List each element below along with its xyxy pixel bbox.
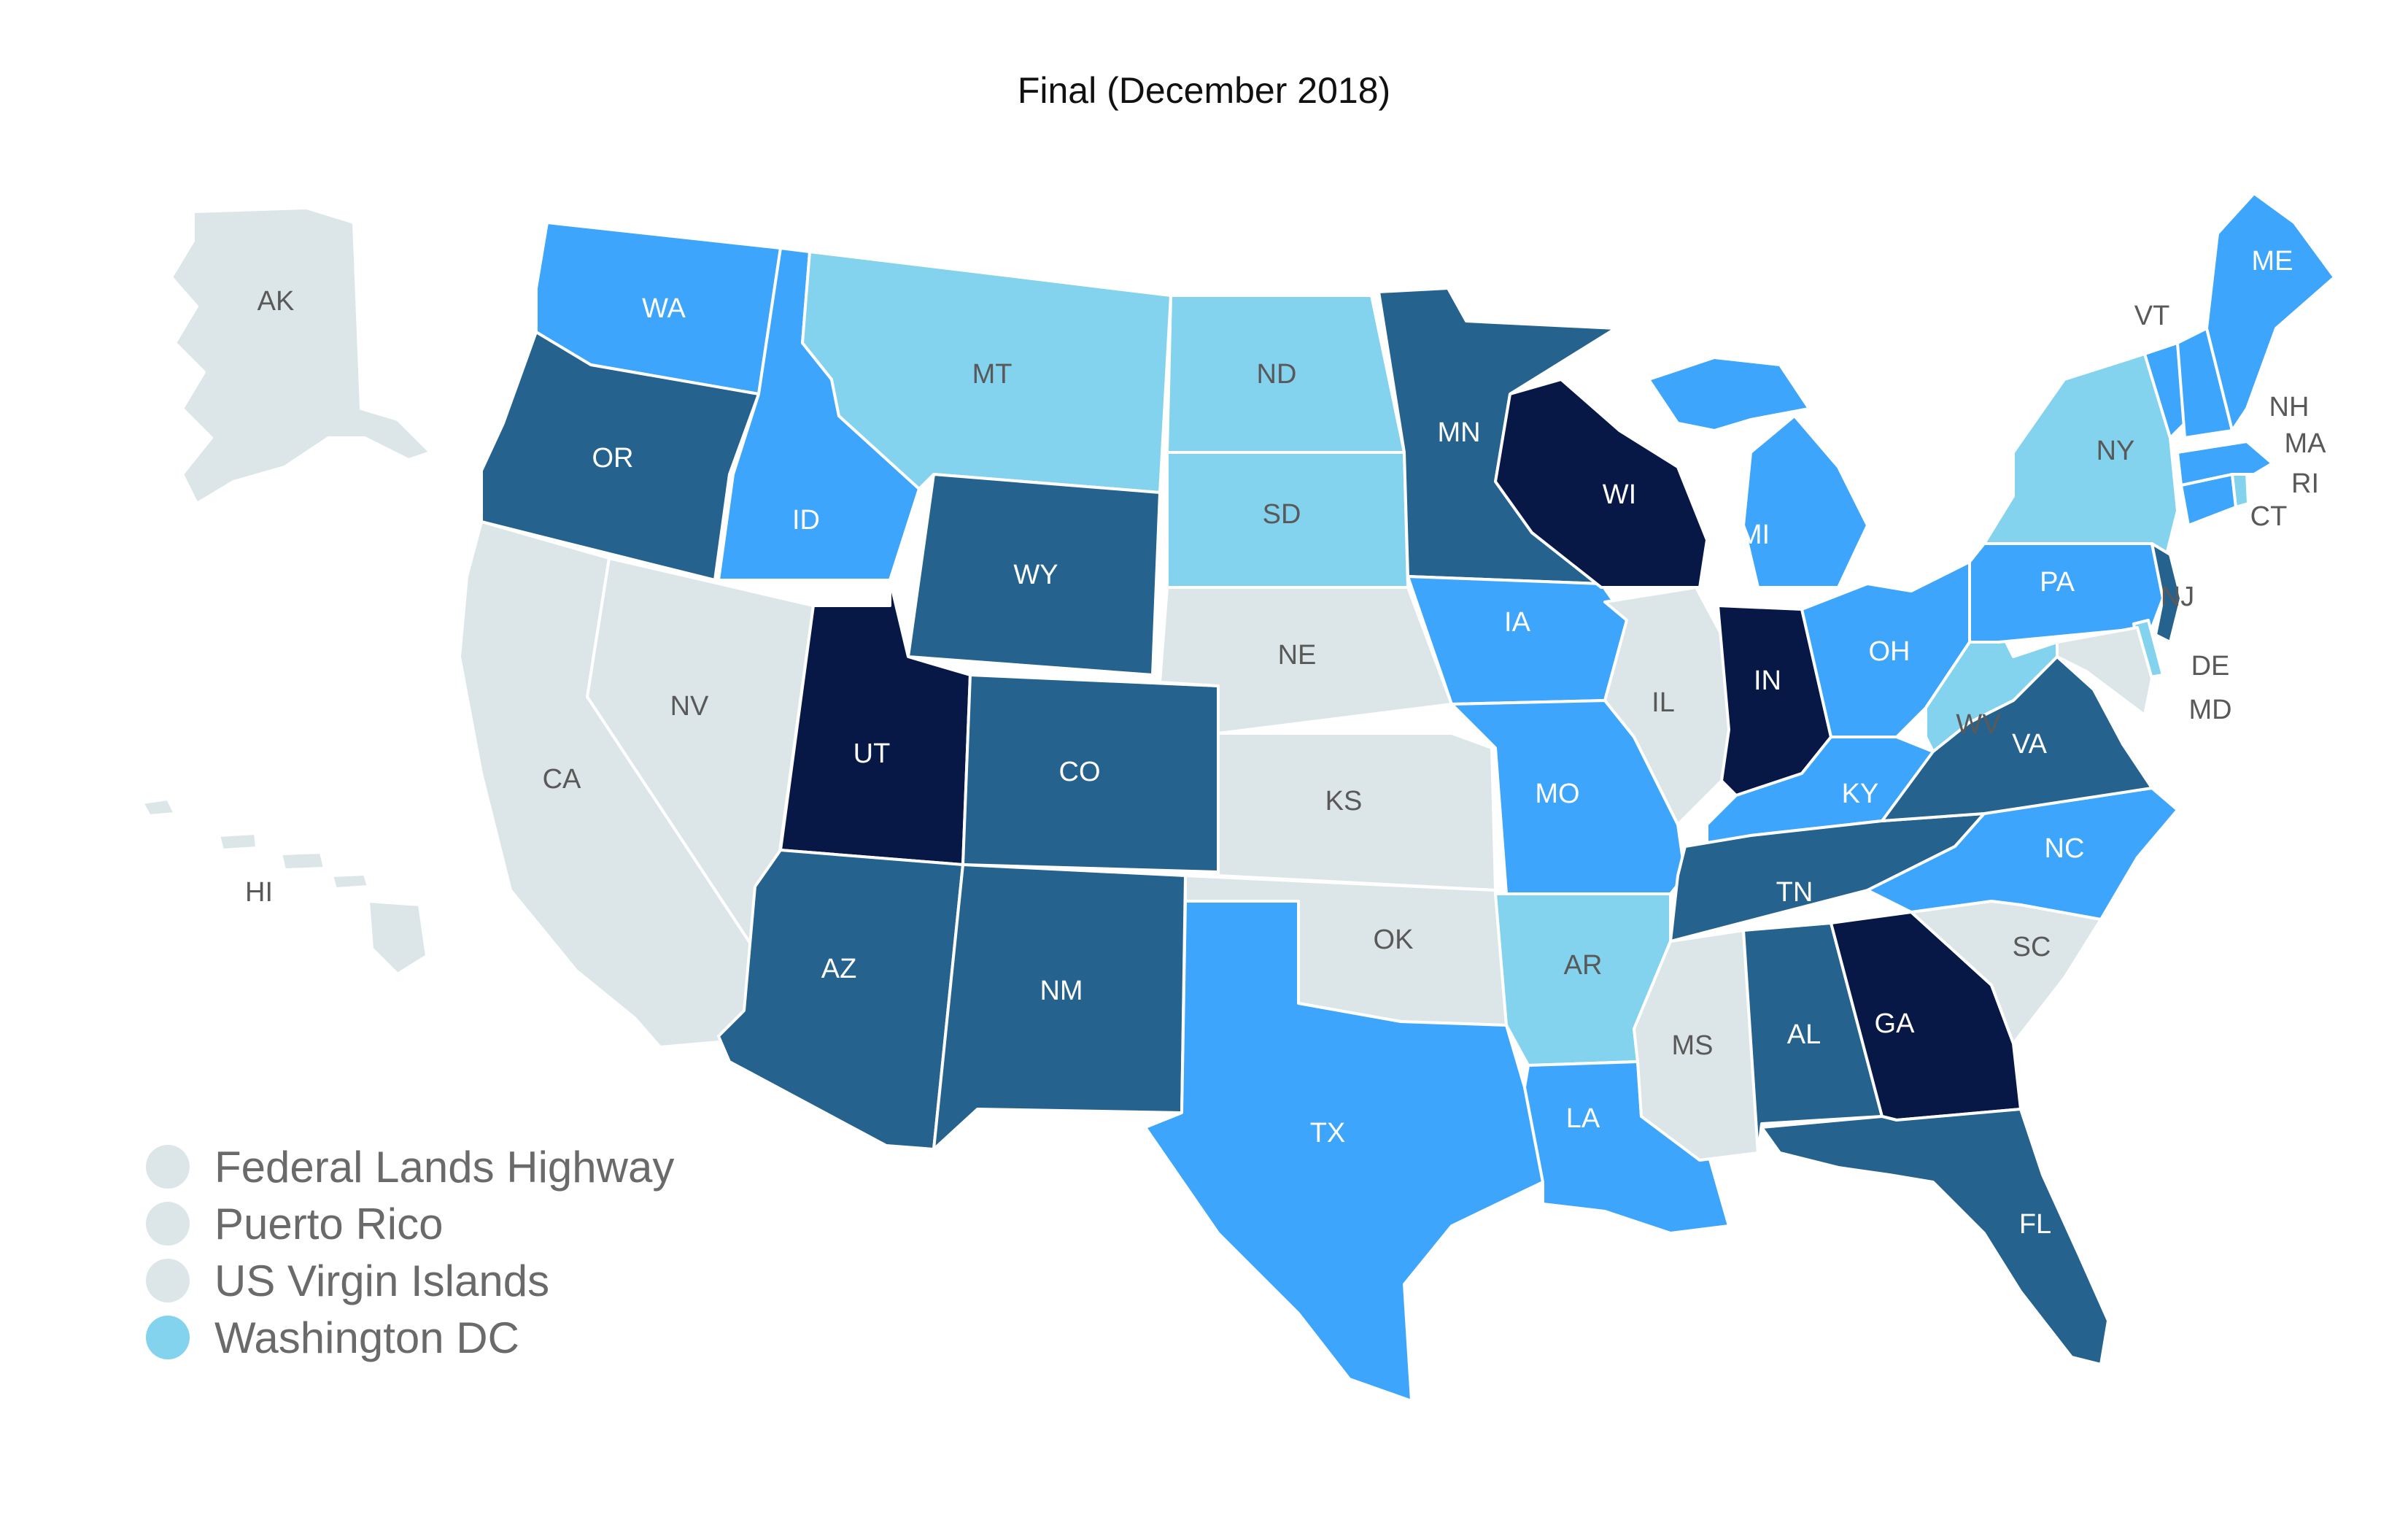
state-label-nh: NH (2269, 392, 2310, 422)
state-or[interactable] (480, 331, 760, 582)
state-label-vt: VT (2134, 301, 2170, 331)
state-label-nj: NJ (2161, 582, 2194, 612)
state-label-ri: RI (2291, 468, 2319, 499)
state-label-wi: WI (1603, 479, 1636, 510)
state-tx[interactable] (1144, 900, 1544, 1402)
state-label-va: VA (2012, 729, 2048, 760)
legend-swatch-icon (146, 1259, 190, 1302)
state-label-ar: AR (1564, 950, 1603, 981)
legend-swatch-icon (146, 1202, 190, 1246)
state-ks[interactable] (1217, 732, 1497, 892)
state-mt[interactable] (801, 250, 1172, 494)
state-wi[interactable] (1494, 378, 1708, 589)
state-al[interactable] (1742, 922, 1884, 1154)
state-label-or: OR (592, 443, 634, 474)
legend-label: Washington DC (214, 1313, 519, 1362)
state-nj[interactable] (2150, 542, 2183, 644)
legend-item: Washington DC (146, 1309, 674, 1366)
state-label-ne: NE (1278, 640, 1317, 671)
state-label-mi: MI (1739, 520, 1770, 550)
state-fl[interactable] (1760, 1108, 2110, 1366)
state-nc[interactable] (1866, 787, 2179, 921)
state-ma[interactable] (2176, 440, 2274, 487)
state-label-sc: SC (2013, 932, 2051, 962)
state-label-co: CO (1059, 757, 1101, 787)
state-label-md: MD (2188, 695, 2231, 725)
legend-swatch-icon (146, 1316, 190, 1359)
state-label-in: IN (1754, 665, 1781, 696)
state-label-mt: MT (972, 359, 1013, 390)
state-ak[interactable] (170, 206, 432, 505)
legend-item: Puerto Rico (146, 1195, 674, 1252)
state-label-pa: PA (2040, 567, 2075, 598)
state-label-id: ID (792, 505, 820, 536)
state-label-ma: MA (2285, 428, 2327, 459)
state-label-wa: WA (642, 293, 686, 324)
state-il[interactable] (1603, 586, 1730, 826)
state-label-nm: NM (1040, 976, 1083, 1006)
state-label-tx: TX (1310, 1118, 1346, 1149)
state-label-oh: OH (1869, 636, 1910, 667)
state-label-ia: IA (1504, 607, 1531, 638)
state-label-nd: ND (1257, 359, 1297, 390)
state-az[interactable] (717, 849, 964, 1151)
state-nm[interactable] (932, 863, 1187, 1151)
map-title: Final (December 2018) (1017, 70, 1391, 111)
state-label-ak: AK (258, 286, 295, 317)
state-label-ks: KS (1325, 786, 1363, 817)
state-label-mn: MN (1437, 417, 1480, 448)
state-label-fl: FL (2019, 1209, 2051, 1240)
state-label-ms: MS (1672, 1030, 1714, 1061)
state-wy[interactable] (907, 473, 1161, 676)
state-label-tn: TN (1776, 877, 1813, 908)
state-label-az: AZ (821, 954, 857, 984)
legend: Federal Lands Highway Puerto Rico US Virgi… (146, 1138, 674, 1366)
state-label-nc: NC (2045, 833, 2085, 864)
legend-swatch-icon (146, 1145, 190, 1189)
state-mi[interactable] (1647, 356, 1869, 589)
state-label-la: LA (1566, 1103, 1600, 1134)
state-label-wy: WY (1013, 560, 1058, 590)
legend-item: US Virgin Islands (146, 1252, 674, 1309)
state-label-de: DE (2191, 651, 2230, 682)
state-label-ky: KY (1842, 779, 1879, 809)
state-label-ca: CA (543, 764, 581, 795)
state-label-mo: MO (1535, 779, 1579, 809)
legend-label: Federal Lands Highway (214, 1142, 675, 1192)
state-label-al: AL (1787, 1019, 1821, 1050)
legend-label: US Virgin Islands (214, 1256, 550, 1305)
state-label-hi: HI (245, 877, 273, 908)
state-label-ct: CT (2250, 501, 2288, 532)
state-label-wv: WV (1956, 709, 2001, 740)
state-label-ok: OK (1374, 925, 1414, 955)
state-hi[interactable] (141, 798, 428, 976)
state-me[interactable] (2205, 192, 2336, 432)
state-label-ga: GA (1875, 1008, 1916, 1039)
state-label-me: ME (2252, 246, 2293, 277)
state-ri[interactable] (2231, 471, 2250, 509)
state-label-sd: SD (1263, 499, 1301, 530)
legend-item: Federal Lands Highway (146, 1138, 674, 1195)
state-label-ny: NY (2097, 436, 2135, 466)
state-label-il: IL (1652, 687, 1675, 718)
state-label-nv: NV (670, 691, 709, 722)
legend-label: Puerto Rico (214, 1199, 444, 1248)
state-ny[interactable] (1983, 352, 2179, 556)
state-label-ut: UT (853, 738, 891, 769)
state-md[interactable] (2056, 626, 2153, 717)
